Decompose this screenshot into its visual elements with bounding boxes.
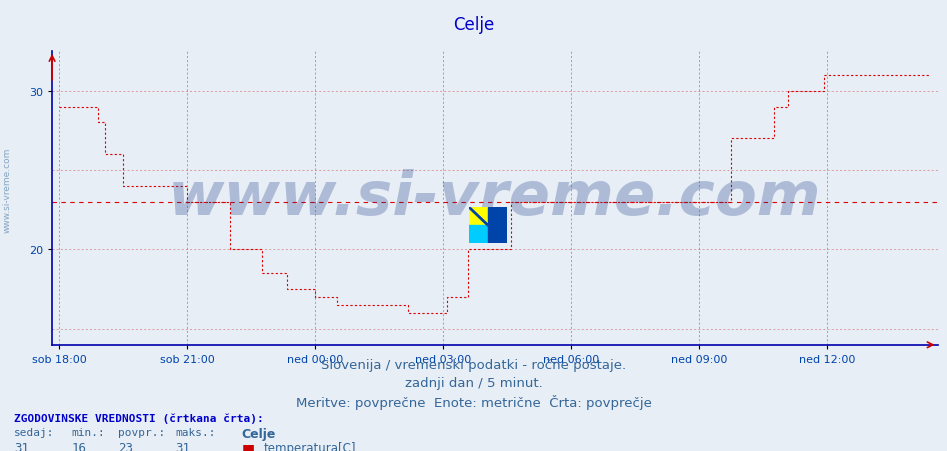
Text: 31: 31 xyxy=(14,441,29,451)
Text: Celje: Celje xyxy=(453,16,494,34)
Text: ZGODOVINSKE VREDNOSTI (črtkana črta):: ZGODOVINSKE VREDNOSTI (črtkana črta): xyxy=(14,413,264,423)
Text: zadnji dan / 5 minut.: zadnji dan / 5 minut. xyxy=(404,377,543,390)
Text: 16: 16 xyxy=(71,441,86,451)
Text: 31: 31 xyxy=(175,441,190,451)
Text: sedaj:: sedaj: xyxy=(14,428,55,437)
Bar xyxy=(488,207,507,244)
Text: Celje: Celje xyxy=(241,428,276,441)
Text: maks.:: maks.: xyxy=(175,428,216,437)
Text: povpr.:: povpr.: xyxy=(118,428,166,437)
Text: ■: ■ xyxy=(241,441,255,451)
Text: min.:: min.: xyxy=(71,428,105,437)
Text: www.si-vreme.com: www.si-vreme.com xyxy=(168,169,822,228)
Text: 23: 23 xyxy=(118,441,134,451)
Bar xyxy=(469,226,488,244)
Text: www.si-vreme.com: www.si-vreme.com xyxy=(3,147,12,232)
Text: Meritve: povprečne  Enote: metrične  Črta: povprečje: Meritve: povprečne Enote: metrične Črta:… xyxy=(295,395,652,410)
Bar xyxy=(469,207,488,226)
Text: Slovenija / vremenski podatki - ročne postaje.: Slovenija / vremenski podatki - ročne po… xyxy=(321,359,626,372)
Text: temperatura[C]: temperatura[C] xyxy=(263,441,356,451)
